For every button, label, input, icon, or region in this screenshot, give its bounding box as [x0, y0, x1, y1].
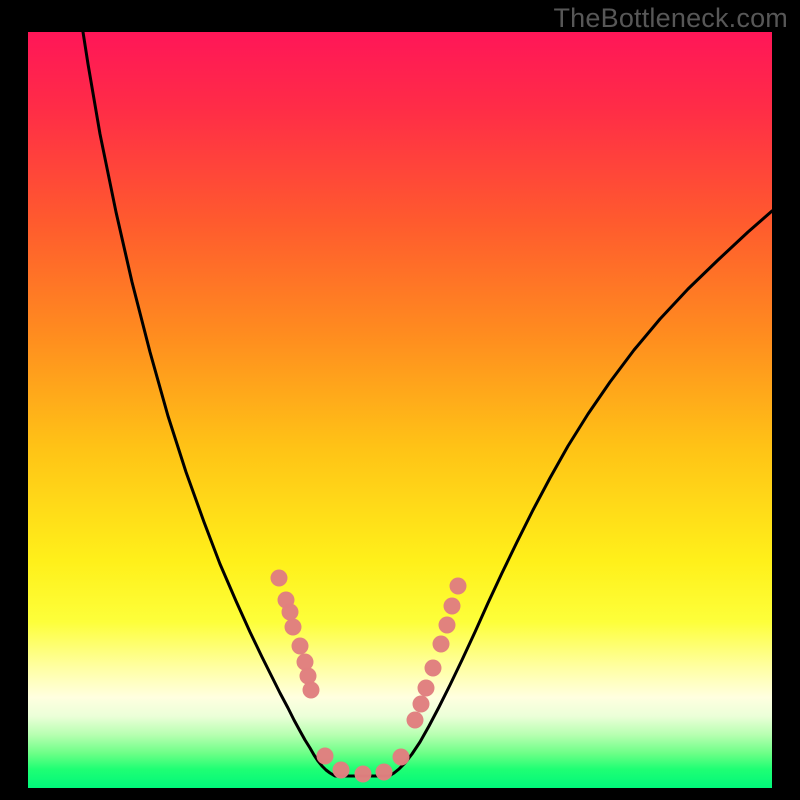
marker-point: [425, 660, 442, 677]
marker-point: [376, 764, 393, 781]
marker-point: [433, 636, 450, 653]
marker-point: [292, 638, 309, 655]
marker-point: [317, 748, 334, 765]
chart-svg: [28, 32, 772, 788]
frame-bottom: [0, 788, 800, 800]
marker-point: [300, 668, 317, 685]
marker-point: [355, 766, 372, 783]
marker-point: [297, 654, 314, 671]
plot-area: [28, 32, 772, 788]
frame-right: [772, 0, 800, 800]
marker-point: [444, 598, 461, 615]
marker-point: [407, 712, 424, 729]
marker-point: [393, 749, 410, 766]
marker-point: [413, 696, 430, 713]
markers-group: [271, 570, 467, 783]
marker-point: [450, 578, 467, 595]
marker-point: [418, 680, 435, 697]
marker-point: [271, 570, 288, 587]
frame-left: [0, 0, 28, 800]
marker-point: [282, 604, 299, 621]
marker-point: [333, 762, 350, 779]
marker-point: [439, 617, 456, 634]
marker-point: [303, 682, 320, 699]
marker-point: [285, 619, 302, 636]
watermark-text: TheBottleneck.com: [553, 3, 788, 34]
